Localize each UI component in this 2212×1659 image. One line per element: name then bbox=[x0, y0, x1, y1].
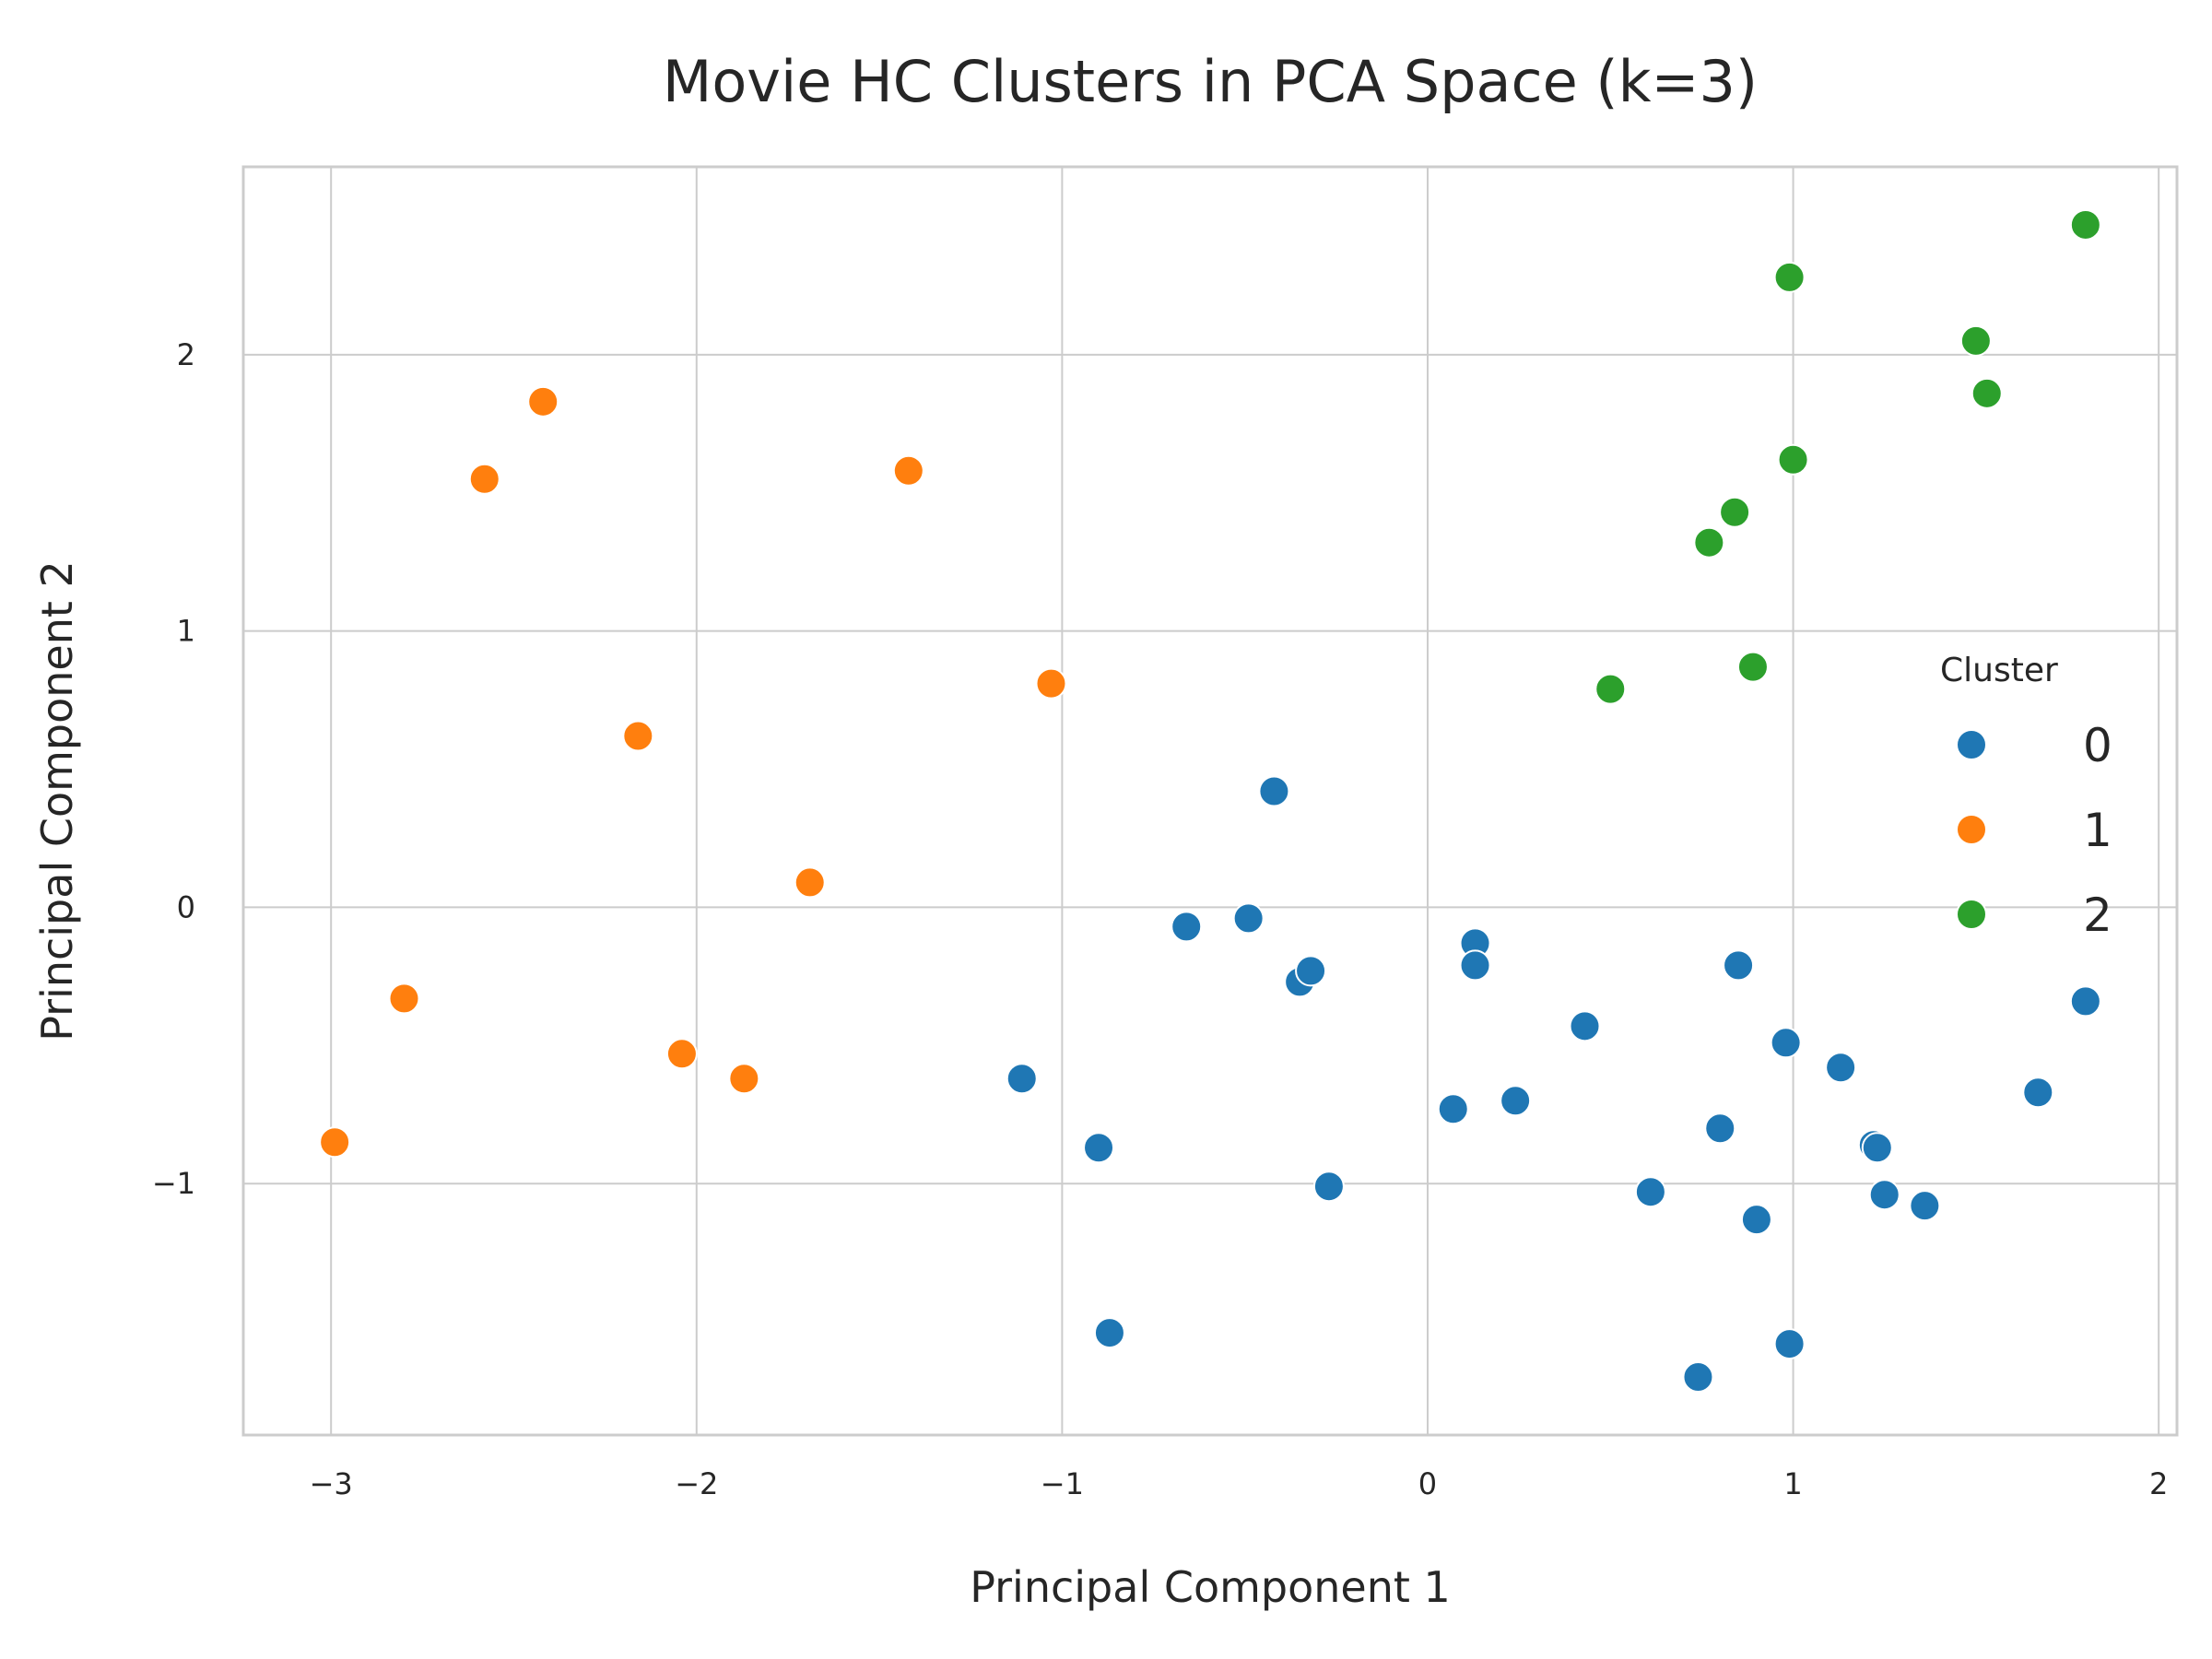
legend-marker-2 bbox=[1956, 899, 1987, 930]
cluster-0-point bbox=[1770, 1027, 1802, 1059]
legend-entries: 0 1 2 bbox=[1956, 719, 2112, 942]
grid bbox=[243, 167, 2177, 1435]
legend-label-1: 1 bbox=[2083, 804, 2112, 857]
y-tick-label: 1 bbox=[177, 614, 195, 649]
cluster-0-point bbox=[1006, 1063, 1038, 1095]
cluster-0-point bbox=[1704, 1112, 1736, 1145]
cluster-0-point bbox=[1232, 902, 1265, 935]
cluster-0-point bbox=[1569, 1010, 1601, 1042]
y-tick-label: −1 bbox=[152, 1166, 195, 1201]
cluster-2-point bbox=[1773, 261, 1806, 293]
cluster-2-point bbox=[1594, 673, 1627, 705]
cluster-2-point bbox=[1736, 651, 1769, 683]
cluster-0-point bbox=[1295, 955, 1327, 987]
cluster-0-point bbox=[1171, 911, 1203, 943]
x-tick-label: 2 bbox=[2149, 1466, 2168, 1501]
x-tick-label: −1 bbox=[1041, 1466, 1084, 1501]
legend: Cluster 0 1 2 bbox=[1940, 652, 2112, 942]
cluster-1-point bbox=[622, 720, 654, 752]
cluster-0-point bbox=[1083, 1132, 1115, 1164]
cluster-1-point bbox=[319, 1126, 351, 1159]
legend-label-0: 0 bbox=[2083, 719, 2112, 772]
cluster-0-point bbox=[1868, 1179, 1900, 1211]
legend-label-2: 2 bbox=[2083, 888, 2112, 942]
cluster-2-point bbox=[1719, 496, 1751, 528]
cluster-0-point bbox=[1825, 1052, 1857, 1084]
cluster-0-point bbox=[1861, 1132, 1893, 1164]
y-axis-label: Principal Component 2 bbox=[32, 560, 82, 1041]
data-points bbox=[319, 208, 2101, 1394]
y-tick-label: 2 bbox=[177, 337, 195, 372]
cluster-0-point bbox=[1258, 775, 1290, 807]
x-tick-label: 1 bbox=[1783, 1466, 1802, 1501]
y-tick-label: 0 bbox=[177, 889, 195, 924]
cluster-2-point bbox=[1971, 377, 2003, 409]
x-axis-label: Principal Component 1 bbox=[970, 1562, 1451, 1612]
cluster-0-point bbox=[1682, 1361, 1714, 1394]
cluster-1-point bbox=[468, 463, 500, 495]
cluster-1-point bbox=[388, 982, 420, 1015]
cluster-1-point bbox=[728, 1063, 760, 1095]
cluster-1-point bbox=[527, 385, 559, 418]
cluster-1-point bbox=[794, 866, 826, 899]
x-tick-label: 0 bbox=[1418, 1466, 1437, 1501]
cluster-0-point bbox=[1909, 1190, 1941, 1222]
cluster-0-point bbox=[2022, 1077, 2054, 1109]
cluster-0-point bbox=[1437, 1093, 1469, 1125]
cluster-2-point bbox=[2069, 208, 2101, 241]
x-tick-label: −2 bbox=[675, 1466, 718, 1501]
cluster-1-point bbox=[665, 1038, 698, 1070]
cluster-0-point bbox=[1773, 1328, 1806, 1360]
cluster-0-point bbox=[1500, 1085, 1532, 1117]
cluster-2-point bbox=[1959, 324, 1992, 357]
legend-marker-1 bbox=[1956, 814, 1987, 845]
chart-title: Movie HC Clusters in PCA Space (k=3) bbox=[663, 48, 1758, 115]
cluster-0-point bbox=[2069, 985, 2101, 1018]
legend-marker-0 bbox=[1956, 729, 1987, 760]
plot-frame bbox=[241, 165, 2179, 1437]
cluster-2-point bbox=[1777, 443, 1809, 476]
cluster-0-point bbox=[1723, 949, 1755, 982]
axis-ticks: −3 −2 −1 0 1 2 −1 0 1 2 bbox=[152, 337, 2169, 1501]
cluster-0-point bbox=[1740, 1204, 1772, 1236]
cluster-0-point bbox=[1459, 949, 1491, 982]
cluster-0-point bbox=[1312, 1171, 1345, 1203]
x-tick-label: −3 bbox=[310, 1466, 353, 1501]
legend-title: Cluster bbox=[1940, 652, 2058, 689]
cluster-0-point bbox=[1634, 1176, 1666, 1208]
cluster-1-point bbox=[892, 454, 924, 487]
cluster-2-point bbox=[1693, 526, 1725, 559]
cluster-0-point bbox=[1093, 1317, 1125, 1349]
cluster-1-point bbox=[1035, 667, 1067, 700]
